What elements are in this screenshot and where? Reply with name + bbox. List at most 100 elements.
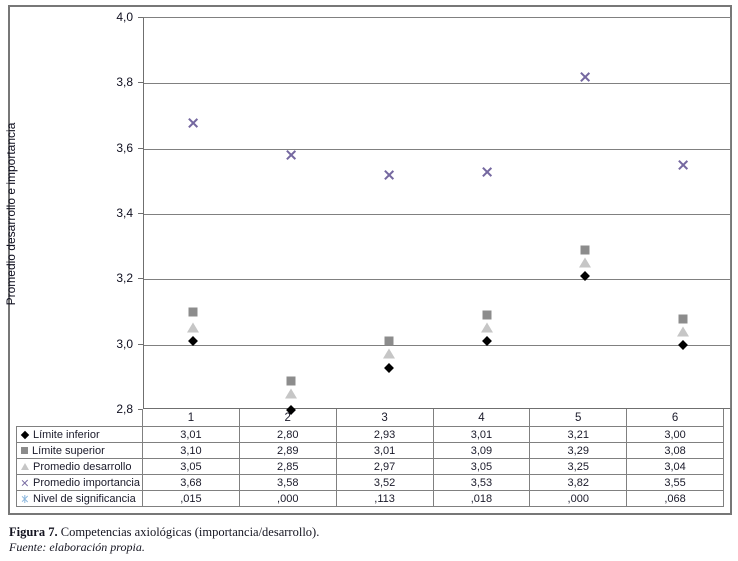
diamond-marker-icon bbox=[384, 362, 394, 373]
x-marker-icon bbox=[579, 71, 591, 83]
triangle-marker-icon bbox=[187, 322, 199, 333]
legend-label: Límite superior bbox=[32, 444, 105, 457]
x-marker-icon bbox=[187, 117, 199, 129]
value-cell: 3,10 bbox=[143, 443, 240, 459]
gridline bbox=[144, 214, 730, 215]
value-cell: 3,53 bbox=[433, 475, 531, 491]
value-cell: 3,01 bbox=[433, 427, 531, 443]
y-tick-mark bbox=[138, 82, 143, 83]
chart-data-table: 1 2 3 4 5 6 Límite inferior 3,01 2,80 2,93 3,01 3,2… bbox=[16, 409, 724, 507]
value-cell: ,068 bbox=[627, 491, 724, 507]
square-marker-icon bbox=[384, 336, 394, 346]
y-tick-label: 3,4 bbox=[116, 206, 133, 220]
y-tick-label: 4,0 bbox=[116, 10, 133, 24]
value-cell: 3,55 bbox=[627, 475, 724, 491]
y-tick-label: 2,8 bbox=[116, 402, 133, 416]
legend-label: Promedio desarrollo bbox=[33, 460, 132, 473]
caption-source: Fuente: elaboración propia. bbox=[9, 540, 145, 554]
value-cell: 2,93 bbox=[336, 427, 434, 443]
category-header-cell: 3 bbox=[336, 409, 434, 427]
y-tick-mark bbox=[138, 409, 143, 410]
table-corner-cell bbox=[16, 409, 143, 427]
value-cell: 3,58 bbox=[239, 475, 337, 491]
value-cell: 3,01 bbox=[143, 427, 240, 443]
legend-label: Promedio importancia bbox=[33, 476, 140, 489]
category-header-cell: 6 bbox=[627, 409, 724, 427]
value-cell: ,015 bbox=[143, 491, 240, 507]
y-tick-label: 3,0 bbox=[116, 337, 133, 351]
value-cell: 3,52 bbox=[336, 475, 434, 491]
value-cell: 2,80 bbox=[239, 427, 337, 443]
category-header-cell: 4 bbox=[433, 409, 531, 427]
value-cell: ,000 bbox=[239, 491, 337, 507]
y-tick-label: 3,8 bbox=[116, 75, 133, 89]
x-legend-icon bbox=[21, 479, 29, 487]
y-tick-label: 3,2 bbox=[116, 271, 133, 285]
y-tick-mark bbox=[138, 344, 143, 345]
square-marker-icon bbox=[678, 314, 688, 324]
gridline bbox=[144, 279, 730, 280]
value-cell: 3,29 bbox=[530, 443, 628, 459]
triangle-marker-icon bbox=[579, 257, 591, 268]
legend-cell: Promedio desarrollo bbox=[16, 459, 143, 475]
gridline bbox=[144, 345, 730, 346]
gridline bbox=[144, 149, 730, 150]
caption-line: Figura 7. Competencias axiológicas (impo… bbox=[9, 524, 709, 540]
category-header-cell: 5 bbox=[530, 409, 628, 427]
triangle-marker-icon bbox=[383, 348, 395, 359]
caption-label: Figura 7. bbox=[9, 525, 58, 539]
value-cell: ,018 bbox=[433, 491, 531, 507]
y-tick-mark bbox=[138, 148, 143, 149]
value-cell: 3,00 bbox=[627, 427, 724, 443]
diamond-marker-icon bbox=[678, 339, 688, 350]
plot-area bbox=[143, 17, 731, 415]
value-cell: 2,89 bbox=[239, 443, 337, 459]
value-cell: 3,09 bbox=[433, 443, 531, 459]
value-cell: 3,08 bbox=[627, 443, 724, 459]
category-header-cell: 2 bbox=[239, 409, 337, 427]
value-cell: 2,85 bbox=[239, 459, 337, 475]
legend-label: Nivel de significancia bbox=[33, 492, 136, 505]
triangle-marker-icon bbox=[481, 322, 493, 333]
legend-label: Límite inferior bbox=[33, 428, 100, 441]
value-cell: ,000 bbox=[530, 491, 628, 507]
y-tick-mark bbox=[138, 213, 143, 214]
y-tick-mark bbox=[138, 278, 143, 279]
legend-cell: Límite inferior bbox=[16, 427, 143, 443]
diamond-legend-icon bbox=[20, 430, 30, 439]
square-marker-icon bbox=[286, 376, 296, 386]
value-cell: 3,05 bbox=[433, 459, 531, 475]
x-marker-icon bbox=[285, 149, 297, 161]
triangle-legend-icon bbox=[21, 463, 29, 470]
square-marker-icon bbox=[188, 307, 198, 317]
value-cell: 3,04 bbox=[627, 459, 724, 475]
triangle-marker-icon bbox=[285, 388, 297, 399]
figure-caption: Figura 7. Competencias axiológicas (impo… bbox=[9, 524, 709, 555]
square-legend-icon bbox=[21, 447, 28, 454]
legend-cell: Nivel de significancia bbox=[16, 491, 143, 507]
y-tick-mark bbox=[138, 17, 143, 18]
value-cell: 2,97 bbox=[336, 459, 434, 475]
y-axis-title: Promedio desarrollo e importancia bbox=[4, 122, 18, 306]
x-marker-icon bbox=[481, 166, 493, 178]
value-cell: 3,05 bbox=[143, 459, 240, 475]
star-legend-icon bbox=[21, 494, 29, 503]
gridline bbox=[144, 83, 730, 84]
value-cell: 3,21 bbox=[530, 427, 628, 443]
legend-cell: Promedio importancia bbox=[16, 475, 143, 491]
value-cell: 3,25 bbox=[530, 459, 628, 475]
triangle-marker-icon bbox=[677, 326, 689, 337]
x-marker-icon bbox=[677, 159, 689, 171]
caption-text: Competencias axiológicas (importancia/de… bbox=[57, 525, 320, 539]
square-marker-icon bbox=[482, 310, 492, 320]
value-cell: ,113 bbox=[336, 491, 434, 507]
value-cell: 3,82 bbox=[530, 475, 628, 491]
square-marker-icon bbox=[580, 245, 590, 255]
legend-cell: Límite superior bbox=[16, 443, 143, 459]
category-header-cell: 1 bbox=[143, 409, 240, 427]
y-tick-label: 3,6 bbox=[116, 141, 133, 155]
value-cell: 3,01 bbox=[336, 443, 434, 459]
value-cell: 3,68 bbox=[143, 475, 240, 491]
x-marker-icon bbox=[383, 169, 395, 181]
